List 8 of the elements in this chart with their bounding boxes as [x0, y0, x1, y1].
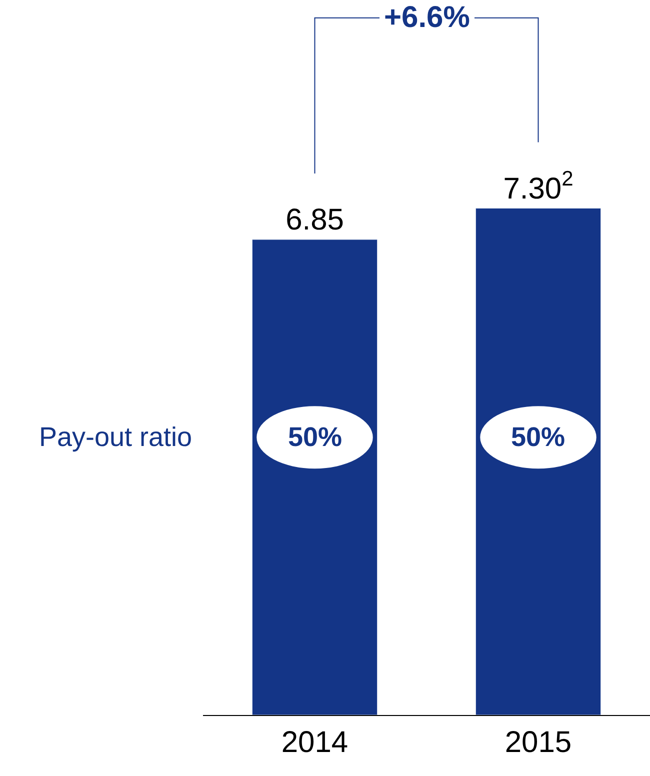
annotation: +6.6% [384, 1, 470, 34]
data-label: 7.30$^{2}$ [503, 168, 574, 206]
x-tick-label: 2014 [281, 726, 348, 759]
data-label: 6.85 [286, 203, 344, 236]
text: Pay-out ratio [39, 422, 192, 452]
x-tick-label: 2015 [504, 726, 572, 759]
annotation: 50% [511, 422, 566, 452]
annotation: 50% [288, 422, 342, 452]
